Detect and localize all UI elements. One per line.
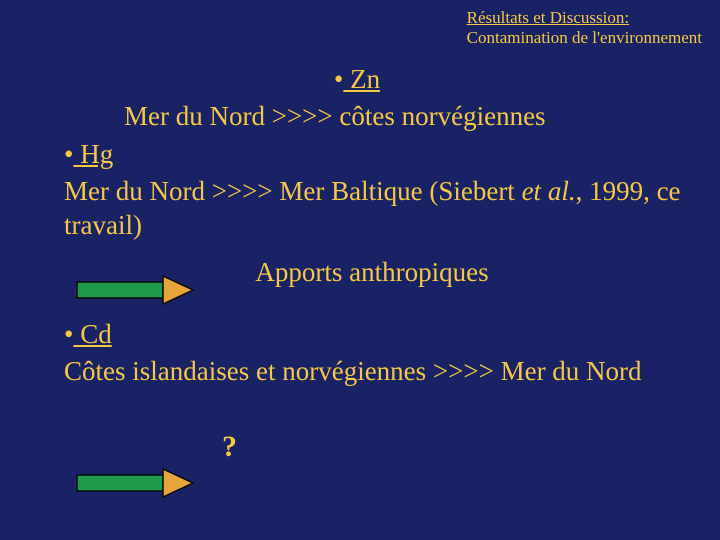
zn-line: Mer du Nord >>>> côtes norvégiennes (64, 99, 690, 134)
header-line1: Résultats et Discussion: (467, 8, 702, 28)
slide-content: • Zn Mer du Nord >>>> côtes norvégiennes… (64, 62, 690, 467)
arrow-head (163, 276, 193, 304)
bullet-zn: • Zn (24, 62, 690, 97)
bullet-cd: • Cd (64, 317, 690, 352)
hg-line: Mer du Nord >>>> Mer Baltique (Siebert e… (64, 174, 690, 243)
cd-line: Côtes islandaises et norvégiennes >>>> M… (64, 354, 690, 389)
cd-label: Cd (73, 319, 111, 349)
arrow-body (77, 282, 163, 298)
slide-header: Résultats et Discussion: Contamination d… (467, 8, 702, 47)
hg-prefix: Mer du Nord >>>> Mer Baltique (Siebert (64, 176, 522, 206)
arrow-icon (76, 275, 194, 305)
question-mark: ? (64, 428, 690, 466)
hg-label: Hg (73, 139, 113, 169)
hg-etal: et al. (522, 176, 576, 206)
arrow-body (77, 475, 163, 491)
header-line2: Contamination de l'environnement (467, 28, 702, 48)
arrow-head (163, 469, 193, 497)
bullet-dot: • (334, 64, 343, 94)
bullet-hg: • Hg (64, 137, 690, 172)
arrow-icon (76, 468, 194, 498)
zn-label: Zn (343, 64, 380, 94)
